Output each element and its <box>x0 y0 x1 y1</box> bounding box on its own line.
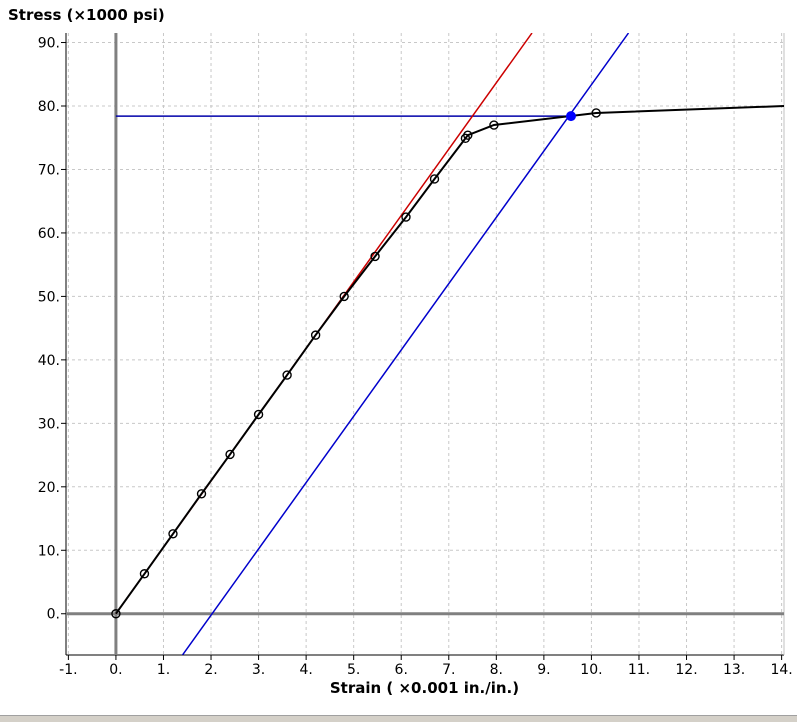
data-point <box>168 529 178 539</box>
x-tick-label: 9. <box>537 662 550 678</box>
offset-yield-point <box>565 111 576 122</box>
y-tick-label: 80. <box>38 99 60 115</box>
data-point <box>196 489 207 499</box>
x-tick-label: 8. <box>490 662 503 678</box>
data-point <box>591 108 601 118</box>
y-tick-label: 30. <box>38 416 60 432</box>
x-axis-label: Strain ( ×0.001 in./in.) <box>329 679 520 697</box>
data-point <box>339 291 349 302</box>
x-tick-label: 6. <box>395 662 408 678</box>
data-point <box>429 174 440 184</box>
data-point <box>282 370 292 380</box>
x-tick-label: 14. <box>770 662 792 678</box>
y-tick-label: 10. <box>38 543 60 559</box>
series-line-2 <box>181 33 630 655</box>
x-tick-label: 2. <box>204 662 217 678</box>
data-point <box>401 212 411 222</box>
data-point <box>111 609 121 619</box>
y-tick-label: 70. <box>38 162 60 178</box>
data-point <box>463 130 473 140</box>
x-tick-label: 3. <box>252 662 265 678</box>
y-tick-label: 90. <box>38 36 60 52</box>
y-tick-label: 50. <box>38 289 60 305</box>
x-tick-label: 5. <box>347 662 360 678</box>
x-tick-label: 7. <box>442 662 455 678</box>
y-tick-label: 40. <box>38 353 60 369</box>
x-tick-label: -1. <box>59 662 77 678</box>
x-tick-label: 10. <box>580 662 602 678</box>
x-tick-label: 4. <box>299 662 312 678</box>
data-point <box>225 449 235 460</box>
y-tick-label: 20. <box>38 480 60 496</box>
y-tick-label: 60. <box>38 226 60 242</box>
x-tick-label: 1. <box>157 662 170 678</box>
x-tick-label: 11. <box>628 662 650 678</box>
x-tick-label: 13. <box>723 662 745 678</box>
x-tick-label: 0. <box>109 662 122 678</box>
data-point <box>253 409 264 420</box>
data-point <box>310 330 321 340</box>
x-tick-label: 12. <box>675 662 697 678</box>
series-group <box>111 33 784 655</box>
data-point <box>370 251 380 262</box>
y-axis-label: Stress (×1000 psi) <box>8 6 165 24</box>
y-tick-label: 0. <box>47 607 60 623</box>
series-line-0 <box>115 105 784 615</box>
data-point <box>489 120 499 130</box>
data-point <box>139 569 150 579</box>
window-bottom-border <box>0 715 797 722</box>
